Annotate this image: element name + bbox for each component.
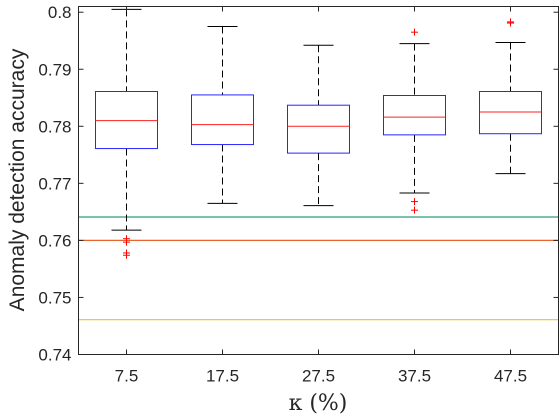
y-tick-label: 0.74 — [38, 346, 71, 365]
x-tick-label: 17.5 — [206, 367, 239, 386]
box-iqr — [479, 91, 542, 135]
box-7.5 — [95, 8, 158, 259]
outlier-point — [411, 198, 418, 206]
y-axis: 0.74 0.75 0.76 0.77 0.78 0.79 0.8 — [38, 3, 559, 365]
box-iqr — [383, 94, 446, 136]
outlier-point — [411, 206, 418, 214]
box-37.5 — [383, 28, 446, 214]
outlier-point — [123, 238, 130, 246]
box-17.5 — [191, 25, 254, 204]
box-iqr — [191, 94, 254, 146]
plot-area — [78, 8, 559, 321]
y-tick-label: 0.79 — [38, 60, 71, 79]
y-tick-label: 0.78 — [38, 117, 71, 136]
box-iqr — [95, 91, 158, 150]
x-axis: 7.5 17.5 27.5 37.5 47.5 — [115, 6, 527, 386]
x-tick-label: 7.5 — [115, 367, 139, 386]
box-iqr — [287, 104, 350, 154]
x-axis-title: κ (%) — [289, 391, 348, 416]
box-27.5 — [287, 44, 350, 207]
outlier-point — [507, 19, 514, 27]
outlier-point — [123, 251, 130, 259]
x-tick-label: 47.5 — [494, 367, 527, 386]
y-tick-label: 0.76 — [38, 231, 71, 250]
y-tick-label: 0.77 — [38, 174, 71, 193]
x-tick-label: 27.5 — [302, 367, 335, 386]
y-axis-title: Anomaly detection accuracy — [6, 48, 29, 311]
box-47.5 — [479, 18, 542, 175]
y-tick-label: 0.8 — [48, 3, 72, 22]
outlier-point — [411, 28, 418, 36]
x-tick-label: 37.5 — [398, 367, 431, 386]
y-tick-label: 0.75 — [38, 288, 71, 307]
